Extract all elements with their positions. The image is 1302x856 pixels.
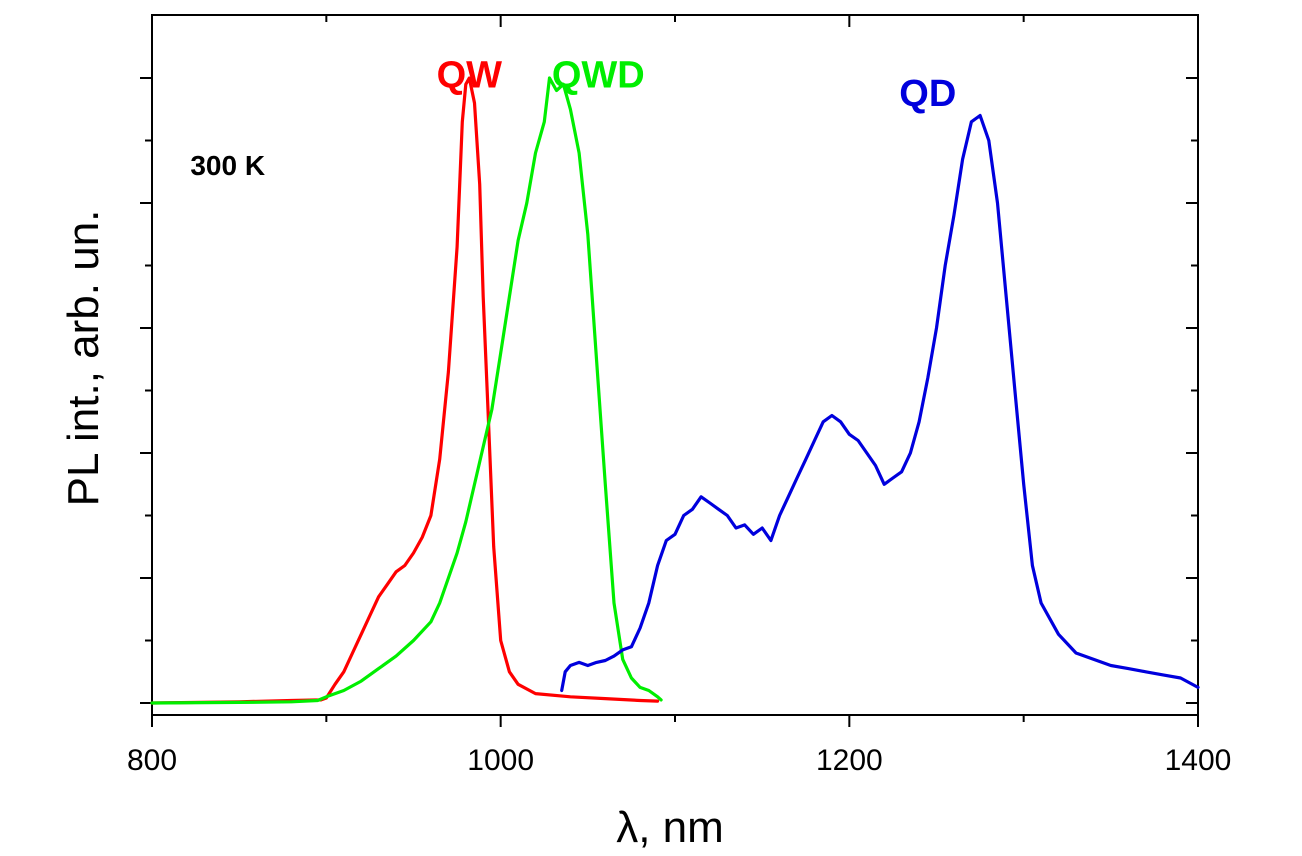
series-layer [150,76,1200,705]
x-tick-label: 800 [127,744,177,777]
series-qd-line [560,113,1200,693]
x-axis-label: λ, nm [616,803,724,852]
x-tick-labels: 800 1000 1200 1400 [127,744,1231,777]
plot-frame [151,14,1199,716]
annotations: QW QWD QD 300 K [190,54,956,181]
x-tick-label: 1200 [816,744,883,777]
label-qw: QW [437,54,503,96]
temperature-annotation: 300 K [190,150,265,181]
x-tick-label: 1400 [1165,744,1232,777]
plot-border [151,14,1199,716]
label-qd: QD [899,73,956,115]
axis-ticks [140,15,1199,727]
series-qwd-line [150,76,663,705]
label-qwd: QWD [552,54,645,96]
x-tick-label: 1000 [467,744,534,777]
series-qw-line [150,76,660,705]
y-axis-label: PL int., arb. un. [59,210,108,507]
